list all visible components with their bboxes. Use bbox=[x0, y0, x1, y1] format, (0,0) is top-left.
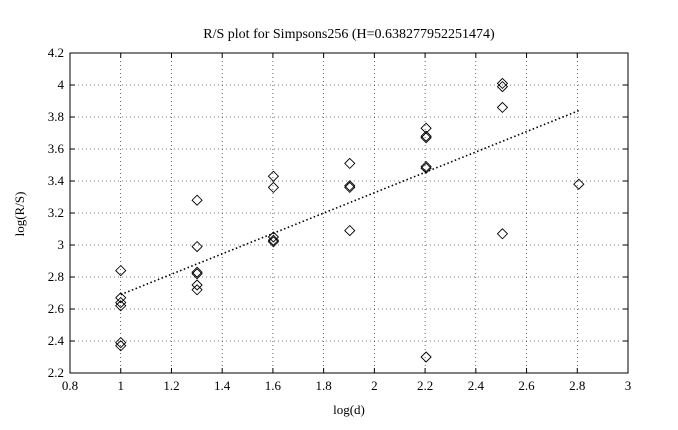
y-tick-label: 3.6 bbox=[48, 141, 65, 156]
data-point bbox=[267, 234, 280, 246]
x-tick-label: 3 bbox=[625, 378, 632, 393]
y-tick-label: 2.2 bbox=[48, 365, 64, 380]
y-tick-label: 3.2 bbox=[48, 205, 64, 220]
x-tick-label: 0.8 bbox=[62, 378, 78, 393]
data-point bbox=[496, 77, 509, 90]
data-point bbox=[267, 231, 280, 243]
data-point bbox=[267, 236, 280, 248]
data-point bbox=[420, 130, 432, 142]
data-point bbox=[191, 240, 203, 253]
y-tick-label: 2.6 bbox=[48, 301, 65, 316]
data-point bbox=[115, 300, 127, 312]
data-point bbox=[191, 279, 203, 291]
data-point bbox=[191, 194, 203, 206]
data-point bbox=[344, 180, 356, 192]
y-tick-label: 3 bbox=[58, 237, 65, 252]
data-point bbox=[115, 264, 127, 277]
fit-line bbox=[120, 109, 580, 296]
y-tick-label: 3.4 bbox=[48, 173, 65, 188]
data-point bbox=[115, 336, 127, 349]
data-point bbox=[344, 224, 356, 237]
x-tick-label: 2.2 bbox=[417, 378, 433, 393]
data-point bbox=[115, 296, 127, 309]
data-point bbox=[115, 340, 127, 352]
x-tick-label: 1.8 bbox=[316, 378, 332, 393]
data-point bbox=[191, 284, 203, 296]
data-point bbox=[267, 170, 280, 182]
x-tick-label: 2 bbox=[371, 378, 378, 393]
x-tick-label: 1.2 bbox=[163, 378, 179, 393]
data-point bbox=[191, 266, 203, 278]
y-axis-label: log(R/S) bbox=[12, 192, 27, 237]
plot-frame bbox=[69, 52, 629, 374]
data-point bbox=[496, 101, 509, 114]
data-point bbox=[344, 181, 356, 194]
x-tick-label: 1.6 bbox=[265, 378, 282, 393]
data-point bbox=[344, 157, 356, 170]
data-point bbox=[420, 162, 432, 174]
y-tick-label: 2.8 bbox=[48, 269, 64, 284]
data-point bbox=[267, 181, 280, 194]
chart-title: R/S plot for Simpsons256 (H=0.6382779522… bbox=[203, 27, 495, 42]
data-point bbox=[115, 292, 127, 304]
x-tick-label: 1.4 bbox=[214, 378, 231, 393]
data-point bbox=[573, 178, 585, 190]
data-point bbox=[420, 351, 432, 363]
data-point bbox=[191, 268, 203, 280]
x-tick-label: 1 bbox=[117, 378, 124, 393]
data-point bbox=[420, 160, 432, 173]
x-tick-label: 2.4 bbox=[468, 378, 485, 393]
data-point bbox=[496, 228, 509, 240]
tick-labels: 0.8 1 1.2 1.4 1.6 1.8 2 2.2 2.4 2.6 2.8 3 2.2 2.4 2.6 2… bbox=[48, 45, 632, 393]
x-axis-label: log(d) bbox=[333, 402, 365, 417]
x-tick-label: 2.6 bbox=[518, 378, 535, 393]
grid-lines bbox=[69, 52, 629, 374]
data-points bbox=[115, 77, 585, 363]
x-tick-label: 2.8 bbox=[569, 378, 585, 393]
y-tick-label: 2.4 bbox=[48, 333, 65, 348]
data-point bbox=[496, 80, 509, 93]
data-point bbox=[420, 132, 432, 144]
y-tick-label: 4.2 bbox=[48, 45, 64, 60]
y-tick-label: 4 bbox=[58, 77, 65, 92]
y-tick-label: 3.8 bbox=[48, 109, 64, 124]
